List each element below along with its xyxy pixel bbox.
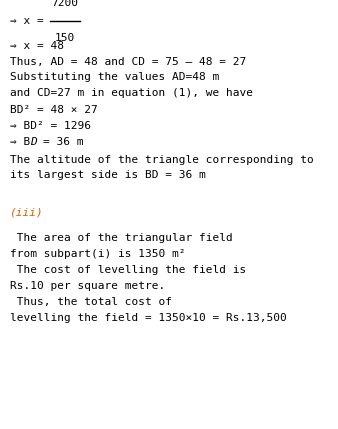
Text: 150: 150 [55, 33, 75, 43]
Text: Rs.10 per square metre.: Rs.10 per square metre. [10, 281, 165, 291]
Text: and CD=27 m in equation (1), we have: and CD=27 m in equation (1), we have [10, 88, 253, 98]
Text: ⇒ B: ⇒ B [10, 137, 30, 147]
Text: ⇒ BD² = 1296: ⇒ BD² = 1296 [10, 121, 91, 131]
Text: levelling the field = 1350×10 = Rs.13,500: levelling the field = 1350×10 = Rs.13,50… [10, 313, 287, 323]
Text: from subpart(i) is 1350 m²: from subpart(i) is 1350 m² [10, 249, 186, 259]
Text: 7200: 7200 [52, 0, 79, 8]
Text: Thus, the total cost of: Thus, the total cost of [10, 297, 172, 307]
Text: = 48: = 48 [37, 41, 64, 51]
Text: = 36 m: = 36 m [44, 137, 84, 147]
Text: D: D [30, 137, 44, 147]
Text: Substituting the values AD=48 m: Substituting the values AD=48 m [10, 72, 219, 82]
Text: The cost of levelling the field is: The cost of levelling the field is [10, 265, 246, 275]
Text: BD² = 48 × 27: BD² = 48 × 27 [10, 105, 98, 115]
Text: The area of the triangular field: The area of the triangular field [10, 233, 233, 243]
Text: ⇒ x =: ⇒ x = [10, 15, 51, 26]
Text: Thus, AD = 48 and CD = 75 – 48 = 27: Thus, AD = 48 and CD = 75 – 48 = 27 [10, 57, 246, 67]
Text: (iii): (iii) [10, 207, 44, 218]
Text: The altitude of the triangle corresponding to: The altitude of the triangle correspondi… [10, 154, 314, 165]
Text: ⇒ x: ⇒ x [10, 41, 30, 51]
Text: its largest side is BD = 36 m: its largest side is BD = 36 m [10, 170, 206, 181]
